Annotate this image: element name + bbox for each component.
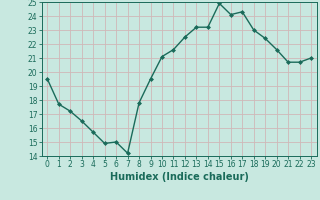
X-axis label: Humidex (Indice chaleur): Humidex (Indice chaleur)	[110, 172, 249, 182]
